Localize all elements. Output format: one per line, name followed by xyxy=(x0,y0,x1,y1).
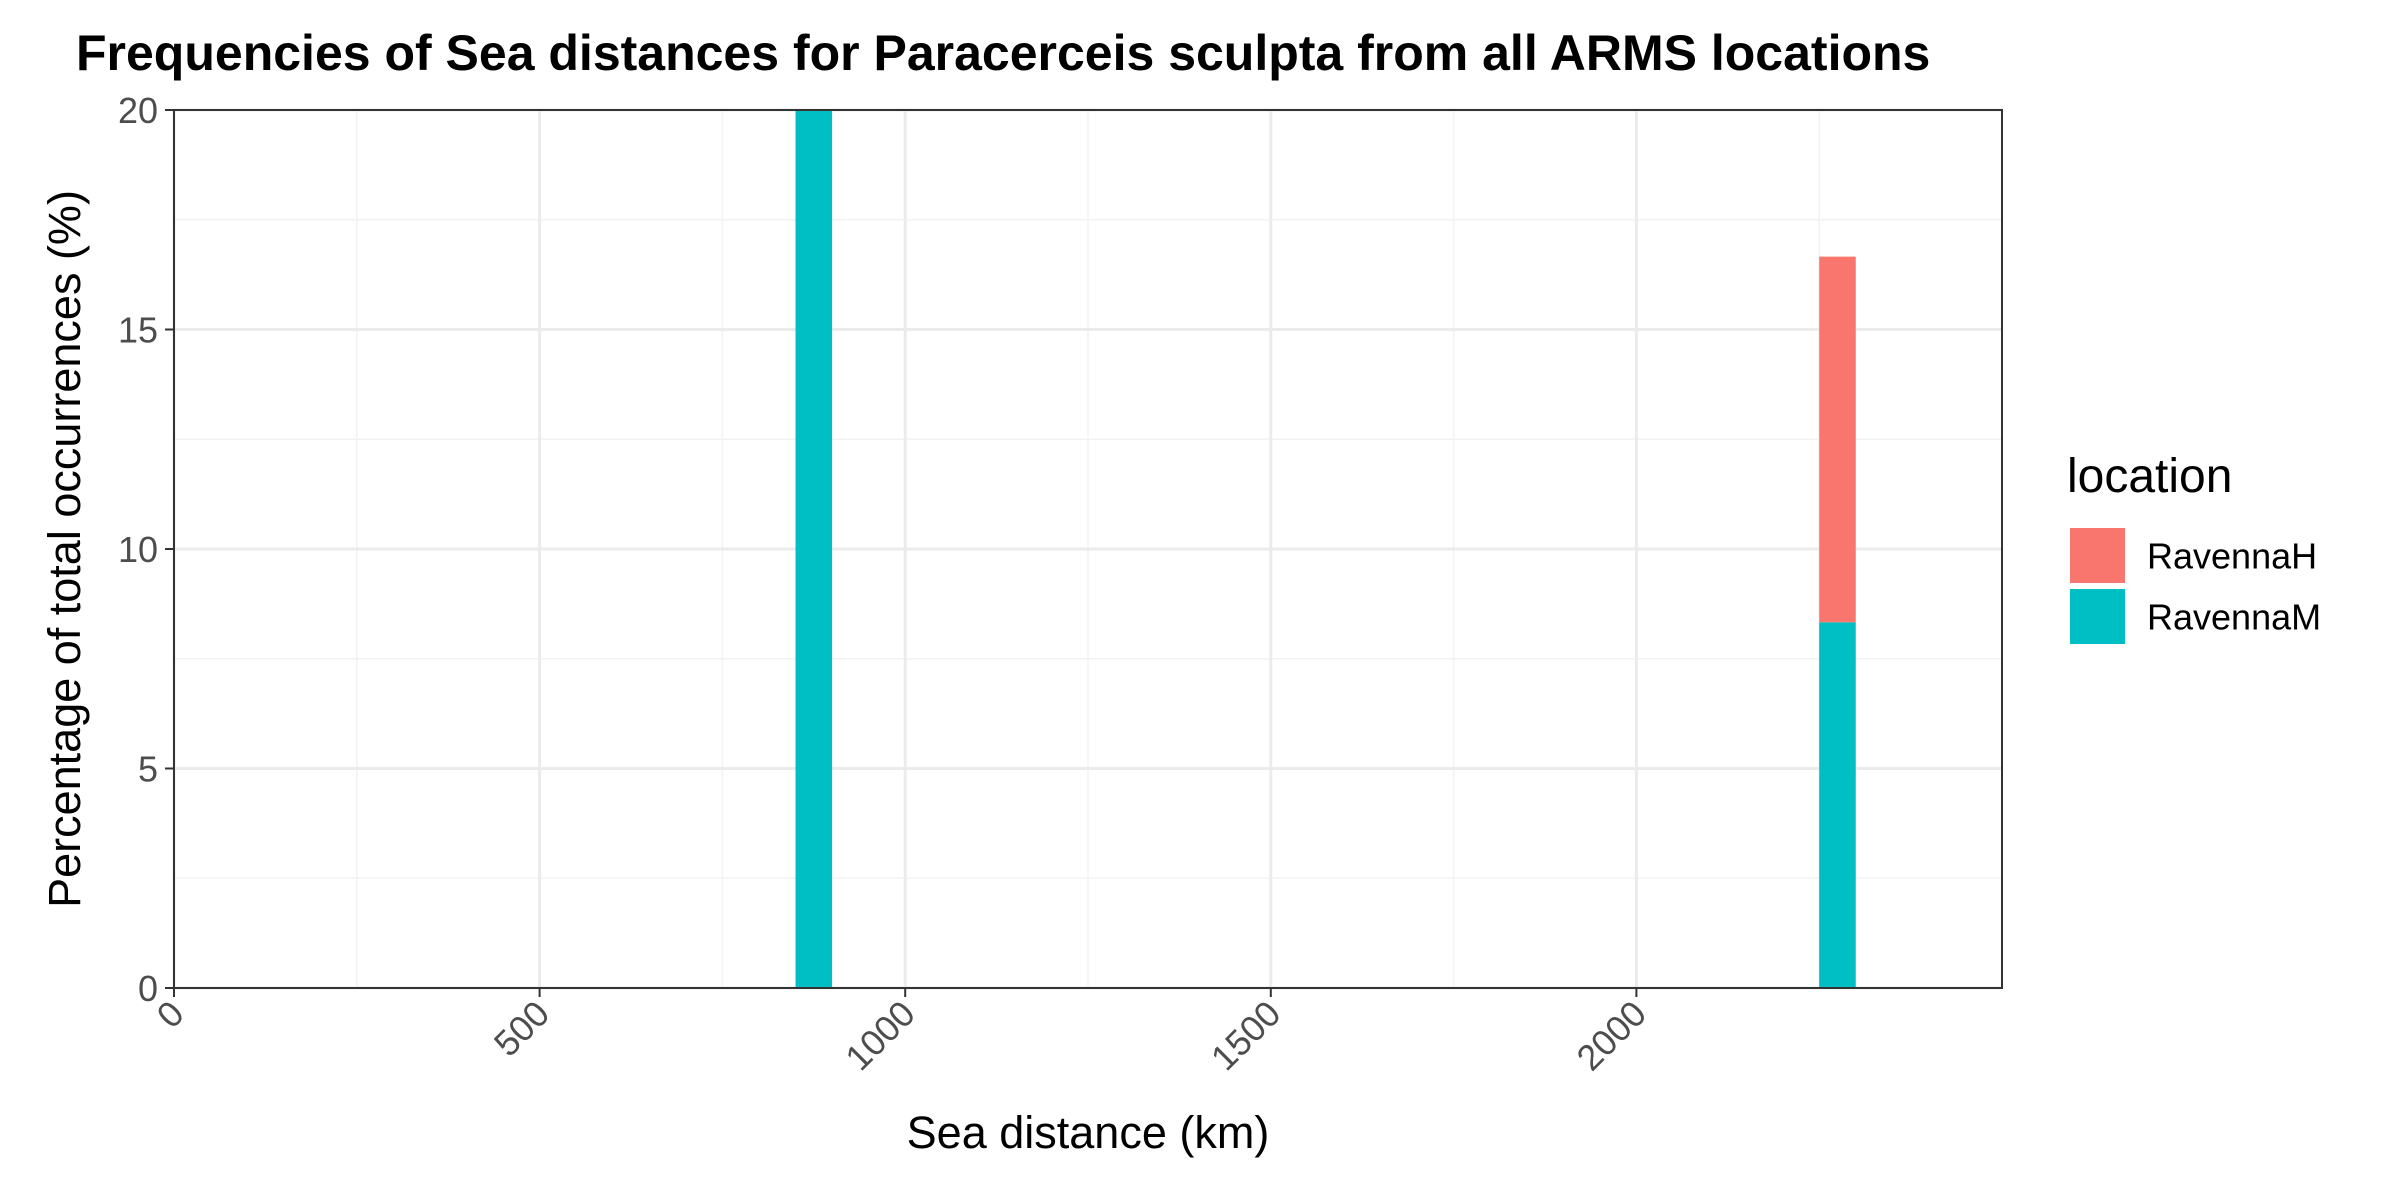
bar-ravennam xyxy=(795,110,833,988)
bars xyxy=(795,110,1856,988)
y-tick-label: 15 xyxy=(118,310,158,351)
y-tick-label: 10 xyxy=(118,529,158,570)
legend-entries: RavennaH RavennaM xyxy=(2070,528,2321,644)
bar-ravennah xyxy=(1819,256,1856,623)
legend-title: location xyxy=(2067,450,2232,503)
x-axis-title: Sea distance (km) xyxy=(907,1107,1270,1158)
chart-title: Frequencies of Sea distances for Paracer… xyxy=(76,25,1930,81)
y-tick-label: 5 xyxy=(138,749,158,790)
legend: location RavennaH RavennaM xyxy=(2067,450,2321,644)
bar-ravennam xyxy=(1819,622,1856,988)
y-tick-label: 20 xyxy=(118,90,158,131)
y-axis-ticks: 0 5 10 15 20 xyxy=(118,90,174,1009)
y-axis-title: Percentage of total occurrences (%) xyxy=(39,190,90,908)
legend-key-ravennam xyxy=(2070,589,2125,644)
legend-label-ravennah: RavennaH xyxy=(2147,536,2317,577)
legend-label-ravennam: RavennaM xyxy=(2147,597,2321,638)
legend-key-ravennah xyxy=(2070,528,2125,583)
y-tick-label: 0 xyxy=(138,968,158,1009)
